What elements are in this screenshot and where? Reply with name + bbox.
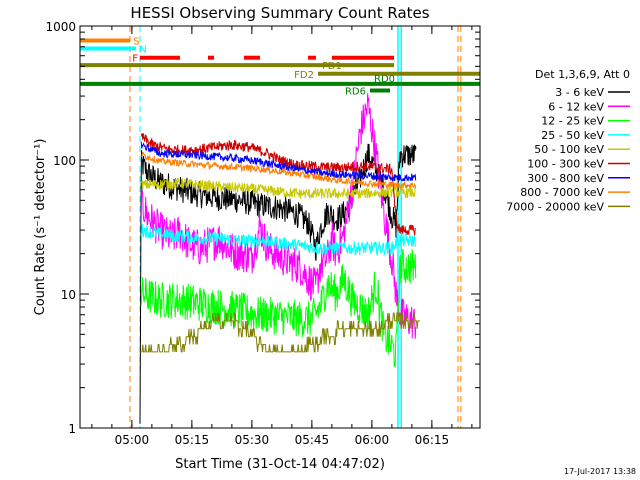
legend-label: 800 - 7000 keV [520, 186, 604, 199]
legend-label: 3 - 6 keV [555, 86, 604, 99]
y-tick-label: 10 [61, 288, 76, 302]
flag-label: S [133, 36, 139, 47]
y-axis-label: Count Rate (s⁻¹ detector⁻¹) [33, 139, 48, 316]
x-tick-label: 06:15 [415, 433, 450, 447]
x-tick-label: 05:30 [235, 433, 270, 447]
plot-area: SNF FD1 FD2 RD0 RD6 [80, 26, 480, 428]
y-tick-label: 100 [53, 154, 76, 168]
legend-header: Det 1,3,6,9, Att 0 [535, 68, 630, 81]
legend-label: 50 - 100 keV [534, 143, 604, 156]
series-line [140, 141, 417, 182]
series-line [140, 312, 420, 353]
series-line [140, 224, 417, 257]
flag-label: RD6 [345, 87, 366, 98]
flag-label: FD2 [294, 70, 314, 81]
plot-frame [79, 25, 481, 429]
axes: 05:00 05:15 05:30 05:45 06:00 06:15 1 10 100 1000 [45, 20, 480, 447]
flag-label: RD0 [374, 74, 395, 85]
flag-label: N [139, 44, 146, 55]
series-line [141, 151, 417, 190]
y-tick-label: 1000 [45, 20, 76, 34]
legend-label: 300 - 800 keV [527, 172, 604, 185]
x-tick-label: 05:00 [115, 433, 150, 447]
flag-label: FD1 [322, 61, 342, 72]
legend-label: 25 - 50 keV [541, 129, 604, 142]
series-line [140, 132, 416, 236]
legend-label: 6 - 12 keV [548, 100, 604, 113]
legend-label: 7000 - 20000 keV [506, 200, 604, 213]
x-tick-label: 06:00 [355, 433, 390, 447]
series-line [140, 178, 417, 200]
series-line [140, 249, 417, 368]
x-tick-label: 05:45 [295, 433, 330, 447]
chart-title: HESSI Observing Summary Count Rates [130, 4, 429, 22]
flag-label: F [132, 54, 138, 65]
legend-label: 12 - 25 keV [541, 115, 604, 128]
x-axis-label: Start Time (31-Oct-14 04:47:02) [175, 457, 385, 472]
x-tick-label: 05:15 [175, 433, 210, 447]
legend-label: 100 - 300 keV [527, 158, 604, 171]
y-tick-label: 1 [68, 422, 76, 436]
timestamp: 17-Jul-2017 13:38 [564, 467, 636, 476]
